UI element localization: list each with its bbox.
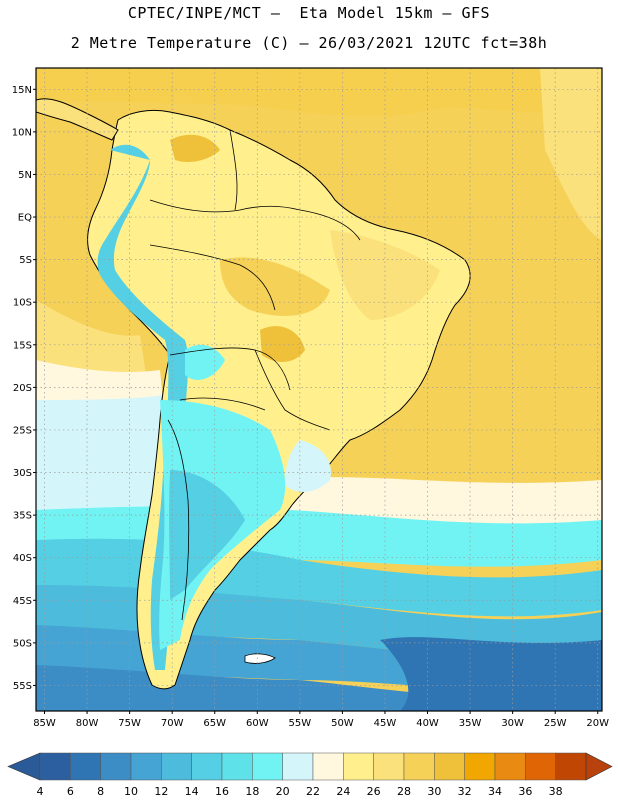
colorbar-swatch bbox=[130, 752, 162, 781]
lon-tick-label: 35W bbox=[459, 718, 482, 729]
central-brazil-hot-spot bbox=[260, 326, 305, 362]
altiplano bbox=[185, 344, 225, 380]
colorbar-label: 28 bbox=[397, 785, 411, 798]
lon-tick-label: 70W bbox=[161, 718, 184, 729]
lat-tick-label: 55S bbox=[13, 681, 32, 692]
colorbar-low-arrow bbox=[7, 752, 41, 781]
colorbar-swatch bbox=[100, 752, 132, 781]
colorbar-label: 18 bbox=[245, 785, 259, 798]
color-scale-bar: 4 6 8 10 12 14 16 18 20 22 24 26 28 30 32 34 36 38 bbox=[7, 752, 613, 798]
lon-tick-label: 85W bbox=[33, 718, 56, 729]
lon-tick-label: 20W bbox=[586, 718, 609, 729]
lat-tick-label: 50S bbox=[13, 638, 32, 649]
colorbar-swatch bbox=[312, 752, 344, 781]
lat-tick-label: 15N bbox=[12, 85, 32, 96]
lat-tick-label: 40S bbox=[13, 553, 32, 564]
colorbar-label: 22 bbox=[306, 785, 320, 798]
colorbar-high-arrow bbox=[585, 752, 613, 781]
colorbar-label: 24 bbox=[336, 785, 350, 798]
lat-tick-label: 45S bbox=[13, 596, 32, 607]
venezuela-hot-spot bbox=[170, 134, 220, 162]
central-america bbox=[36, 98, 119, 141]
uruguay-mild bbox=[285, 440, 331, 492]
lon-tick-label: 60W bbox=[246, 718, 269, 729]
amazon-warm-zone bbox=[220, 257, 330, 316]
colorbar-label: 8 bbox=[97, 785, 104, 798]
lat-tick-label: 25S bbox=[13, 425, 32, 436]
lon-tick-label: 25W bbox=[544, 718, 567, 729]
lat-tick-label: EQ bbox=[18, 213, 32, 224]
colorbar-swatch bbox=[282, 752, 314, 781]
lon-tick-label: 40W bbox=[416, 718, 439, 729]
colorbar-swatch bbox=[434, 752, 465, 781]
colorbar-label: 30 bbox=[427, 785, 441, 798]
colorbar-label: 4 bbox=[37, 785, 44, 798]
colorbar-label: 14 bbox=[185, 785, 199, 798]
colorbar-label: 12 bbox=[154, 785, 168, 798]
lon-tick-label: 80W bbox=[76, 718, 99, 729]
colorbar-swatch bbox=[525, 752, 556, 781]
pacific-band-18 bbox=[36, 450, 168, 520]
lon-tick-label: 65W bbox=[203, 718, 226, 729]
colorbar-label: 6 bbox=[67, 785, 74, 798]
graticule bbox=[36, 68, 602, 711]
lat-tick-label: 5N bbox=[18, 170, 32, 181]
lat-tick-label: 15S bbox=[13, 340, 32, 351]
colorbar-swatch bbox=[373, 752, 405, 781]
colorbar-swatch bbox=[252, 752, 283, 781]
colorbar-swatch bbox=[39, 752, 71, 781]
falkland-islands bbox=[244, 653, 276, 664]
lat-tick-label: 35S bbox=[13, 511, 32, 522]
colorbar-label: 38 bbox=[549, 785, 563, 798]
band-6 bbox=[380, 637, 602, 711]
colorbar-label: 20 bbox=[276, 785, 290, 798]
country-borders bbox=[149, 129, 361, 621]
longitude-labels: 85W 80W 75W 70W 65W 60W 55W 50W 45W 40W 35W 30W 25W 2… bbox=[33, 711, 609, 729]
colorbar-swatch bbox=[191, 752, 223, 781]
lon-tick-label: 55W bbox=[289, 718, 312, 729]
map-frame bbox=[35, 67, 603, 712]
colorbar-label: 36 bbox=[518, 785, 532, 798]
colorbar-label: 26 bbox=[367, 785, 381, 798]
chart-title: CPTEC/INPE/MCT – Eta Model 15km – GFS bbox=[127, 4, 491, 22]
lon-tick-label: 50W bbox=[331, 718, 354, 729]
chart-subtitle: 2 Metre Temperature (C) – 26/03/2021 12U… bbox=[70, 34, 548, 52]
lat-tick-label: 5S bbox=[19, 255, 32, 266]
lat-tick-label: 30S bbox=[13, 468, 32, 479]
lon-tick-label: 75W bbox=[118, 718, 141, 729]
lon-tick-label: 30W bbox=[501, 718, 524, 729]
lat-tick-label: 10N bbox=[12, 127, 32, 138]
lon-tick-label: 45W bbox=[374, 718, 397, 729]
colorbar-swatch bbox=[221, 752, 253, 781]
map-field bbox=[36, 68, 602, 711]
north-atlantic-band bbox=[36, 68, 602, 117]
east-atlantic-pool bbox=[540, 68, 602, 240]
lat-tick-label: 20S bbox=[13, 383, 32, 394]
colorbar-swatch bbox=[161, 752, 192, 781]
colorbar-swatch bbox=[464, 752, 496, 781]
colorbar-swatch bbox=[494, 752, 526, 781]
colorbar-label: 34 bbox=[488, 785, 502, 798]
colorbar-swatch bbox=[343, 752, 374, 781]
colorbar-swatch bbox=[555, 752, 587, 781]
colorbar-swatch bbox=[70, 752, 101, 781]
latitude-labels: 15N 10N 5N EQ 5S 10S 15S 20S 25S 30S 35S 40S 45S 50S 5… bbox=[12, 85, 36, 692]
colorbar-label: 32 bbox=[458, 785, 472, 798]
pacific-warm-pool bbox=[36, 130, 80, 330]
colorbar-label: 10 bbox=[124, 785, 138, 798]
colorbar-swatch bbox=[403, 752, 435, 781]
colorbar-label: 16 bbox=[215, 785, 229, 798]
lat-tick-label: 10S bbox=[13, 298, 32, 309]
